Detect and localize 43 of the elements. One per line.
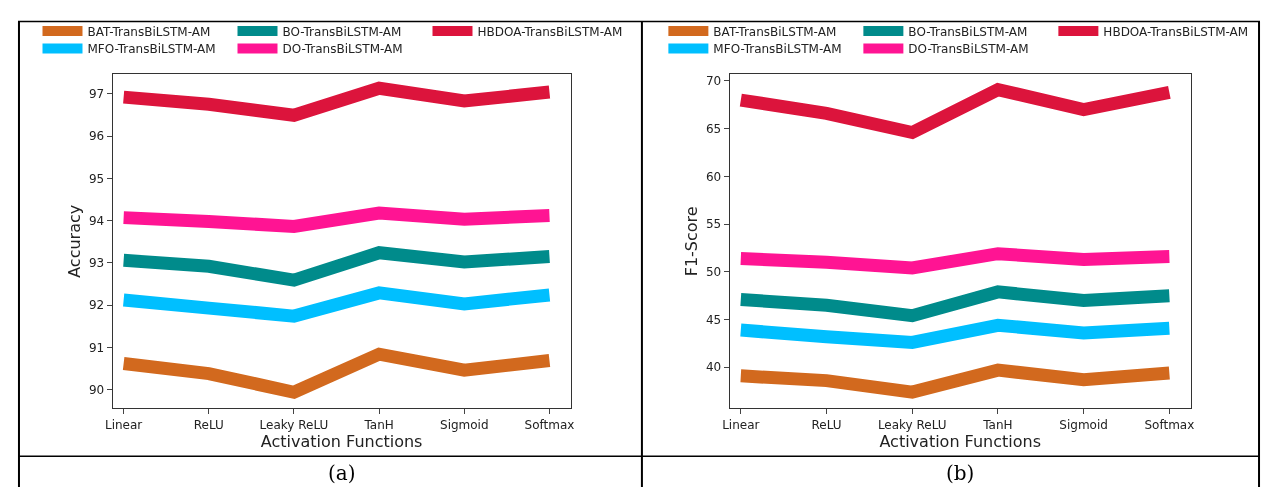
x-tick-label: Softmax [1144,417,1195,432]
legend-label: HBDOA-TransBiLSTM-AM [1103,24,1249,39]
y-tick-label: 97 [88,86,105,101]
x-tick-label: Sigmoid [1059,417,1108,432]
x-tick-label: ReLU [193,417,224,432]
x-tick-label: Softmax [524,417,575,432]
y-tick-label: 90 [88,382,105,397]
legend-label: BAT-TransBiLSTM-AM [713,24,837,39]
legend-label: BO-TransBiLSTM-AM [908,24,1028,39]
y-tick-label: 50 [705,265,722,280]
x-tick-label: Sigmoid [440,417,489,432]
text: (b) [946,461,975,485]
legend-label: DO-TransBiLSTM-AM [908,42,1029,57]
y-tick-label: 96 [88,129,105,144]
x-axis-title: Activation Functions [260,431,423,451]
y-tick-label: 92 [88,298,105,313]
y-tick-label: 55 [705,217,722,232]
text: (a) [328,461,356,485]
y-tick-label: 95 [88,171,105,186]
legend-label: MFO-TransBiLSTM-AM [87,42,216,57]
legend-label: DO-TransBiLSTM-AM [282,42,403,57]
x-tick-label: TanH [982,417,1013,432]
y-tick-label: 45 [705,312,722,327]
y-tick-label: 70 [705,74,722,89]
y-tick-label: 60 [705,169,722,184]
y-axis-title: F1-Score [681,206,701,277]
x-tick-label: Linear [722,417,760,432]
legend-label: BAT-TransBiLSTM-AM [87,24,211,39]
y-tick-label: 94 [88,213,105,228]
x-tick-label: TanH [363,417,394,432]
y-tick-label: 65 [705,121,722,136]
y-tick-label: 93 [88,256,105,271]
y-axis-title: Accuracy [64,204,84,278]
legend-label: BO-TransBiLSTM-AM [282,24,402,39]
x-axis-title: Activation Functions [879,431,1042,451]
x-tick-label: Leaky ReLU [259,417,329,432]
y-tick-label: 91 [88,340,105,355]
x-tick-label: Linear [104,417,143,432]
x-tick-label: Leaky ReLU [877,417,947,432]
x-tick-label: ReLU [811,417,842,432]
legend-label: MFO-TransBiLSTM-AM [713,42,842,57]
legend-label: HBDOA-TransBiLSTM-AM [477,24,623,39]
y-tick-label: 40 [705,360,722,375]
